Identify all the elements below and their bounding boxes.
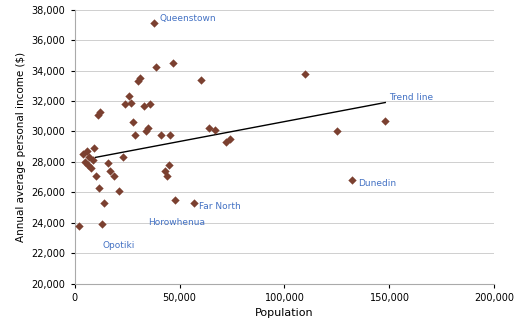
Point — [205, 126, 213, 131]
Point — [150, 21, 159, 26]
Point — [114, 188, 123, 193]
Point — [90, 146, 99, 151]
Point — [190, 201, 198, 206]
Point — [152, 65, 161, 70]
Point — [79, 152, 87, 157]
Text: Queenstown: Queenstown — [160, 14, 216, 23]
Text: Opotiki: Opotiki — [103, 241, 135, 250]
Point — [157, 132, 165, 137]
Point — [197, 77, 205, 82]
Point — [166, 132, 174, 137]
Point — [165, 162, 173, 168]
Point — [92, 173, 100, 178]
Point — [83, 149, 92, 154]
Point — [222, 140, 230, 145]
Point — [129, 120, 137, 125]
Text: Dunedin: Dunedin — [358, 179, 396, 188]
Point — [96, 109, 104, 114]
Point — [133, 79, 141, 84]
Point — [89, 158, 98, 163]
Point — [98, 222, 106, 227]
Point — [131, 132, 139, 137]
Point — [119, 155, 127, 160]
Point — [74, 223, 83, 228]
Point — [140, 103, 148, 108]
Point — [104, 161, 112, 166]
Point — [127, 100, 135, 105]
Point — [85, 155, 94, 160]
Point — [121, 101, 129, 107]
Text: Trend line: Trend line — [389, 93, 434, 102]
Point — [81, 159, 89, 165]
Point — [301, 71, 309, 76]
Point — [110, 173, 119, 178]
Point — [211, 127, 219, 133]
Point — [84, 162, 93, 168]
Point — [100, 201, 108, 206]
Point — [163, 173, 171, 178]
Point — [94, 112, 102, 117]
Point — [347, 178, 356, 183]
X-axis label: Population: Population — [255, 308, 314, 318]
Point — [144, 126, 152, 131]
Point — [381, 118, 389, 123]
Text: Horowhenua: Horowhenua — [148, 218, 205, 227]
Point — [171, 197, 179, 202]
Point — [136, 75, 144, 81]
Point — [95, 185, 103, 191]
Text: Far North: Far North — [200, 202, 241, 211]
Point — [226, 136, 234, 142]
Point — [106, 168, 114, 174]
Point — [333, 129, 341, 134]
Y-axis label: Annual average personal income ($): Annual average personal income ($) — [16, 52, 26, 242]
Point — [142, 129, 150, 134]
Point — [161, 168, 169, 174]
Point — [87, 166, 96, 171]
Point — [125, 94, 133, 99]
Point — [146, 101, 154, 107]
Point — [169, 60, 177, 65]
